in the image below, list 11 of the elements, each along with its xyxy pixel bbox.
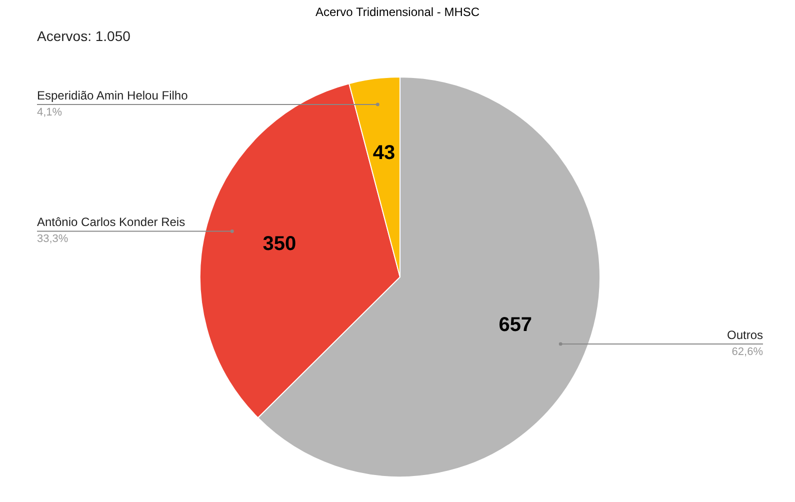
text: 4,1% bbox=[37, 106, 62, 118]
data-label: 43 bbox=[372, 142, 396, 164]
text: Acervos: 1.050 bbox=[37, 28, 131, 44]
slice-label: Antônio Carlos Konder Reis bbox=[37, 215, 186, 230]
slice-label: Esperidião Amin Helou Filho bbox=[37, 88, 188, 102]
text: 62,6% bbox=[732, 346, 763, 358]
data-label: 657 bbox=[498, 314, 532, 336]
data-label: 350 bbox=[262, 233, 296, 256]
slice-label: Outros bbox=[726, 328, 763, 342]
chart-title: Acervo Tridimensional - MHSC bbox=[315, 5, 480, 19]
text: 33,3% bbox=[37, 233, 68, 246]
